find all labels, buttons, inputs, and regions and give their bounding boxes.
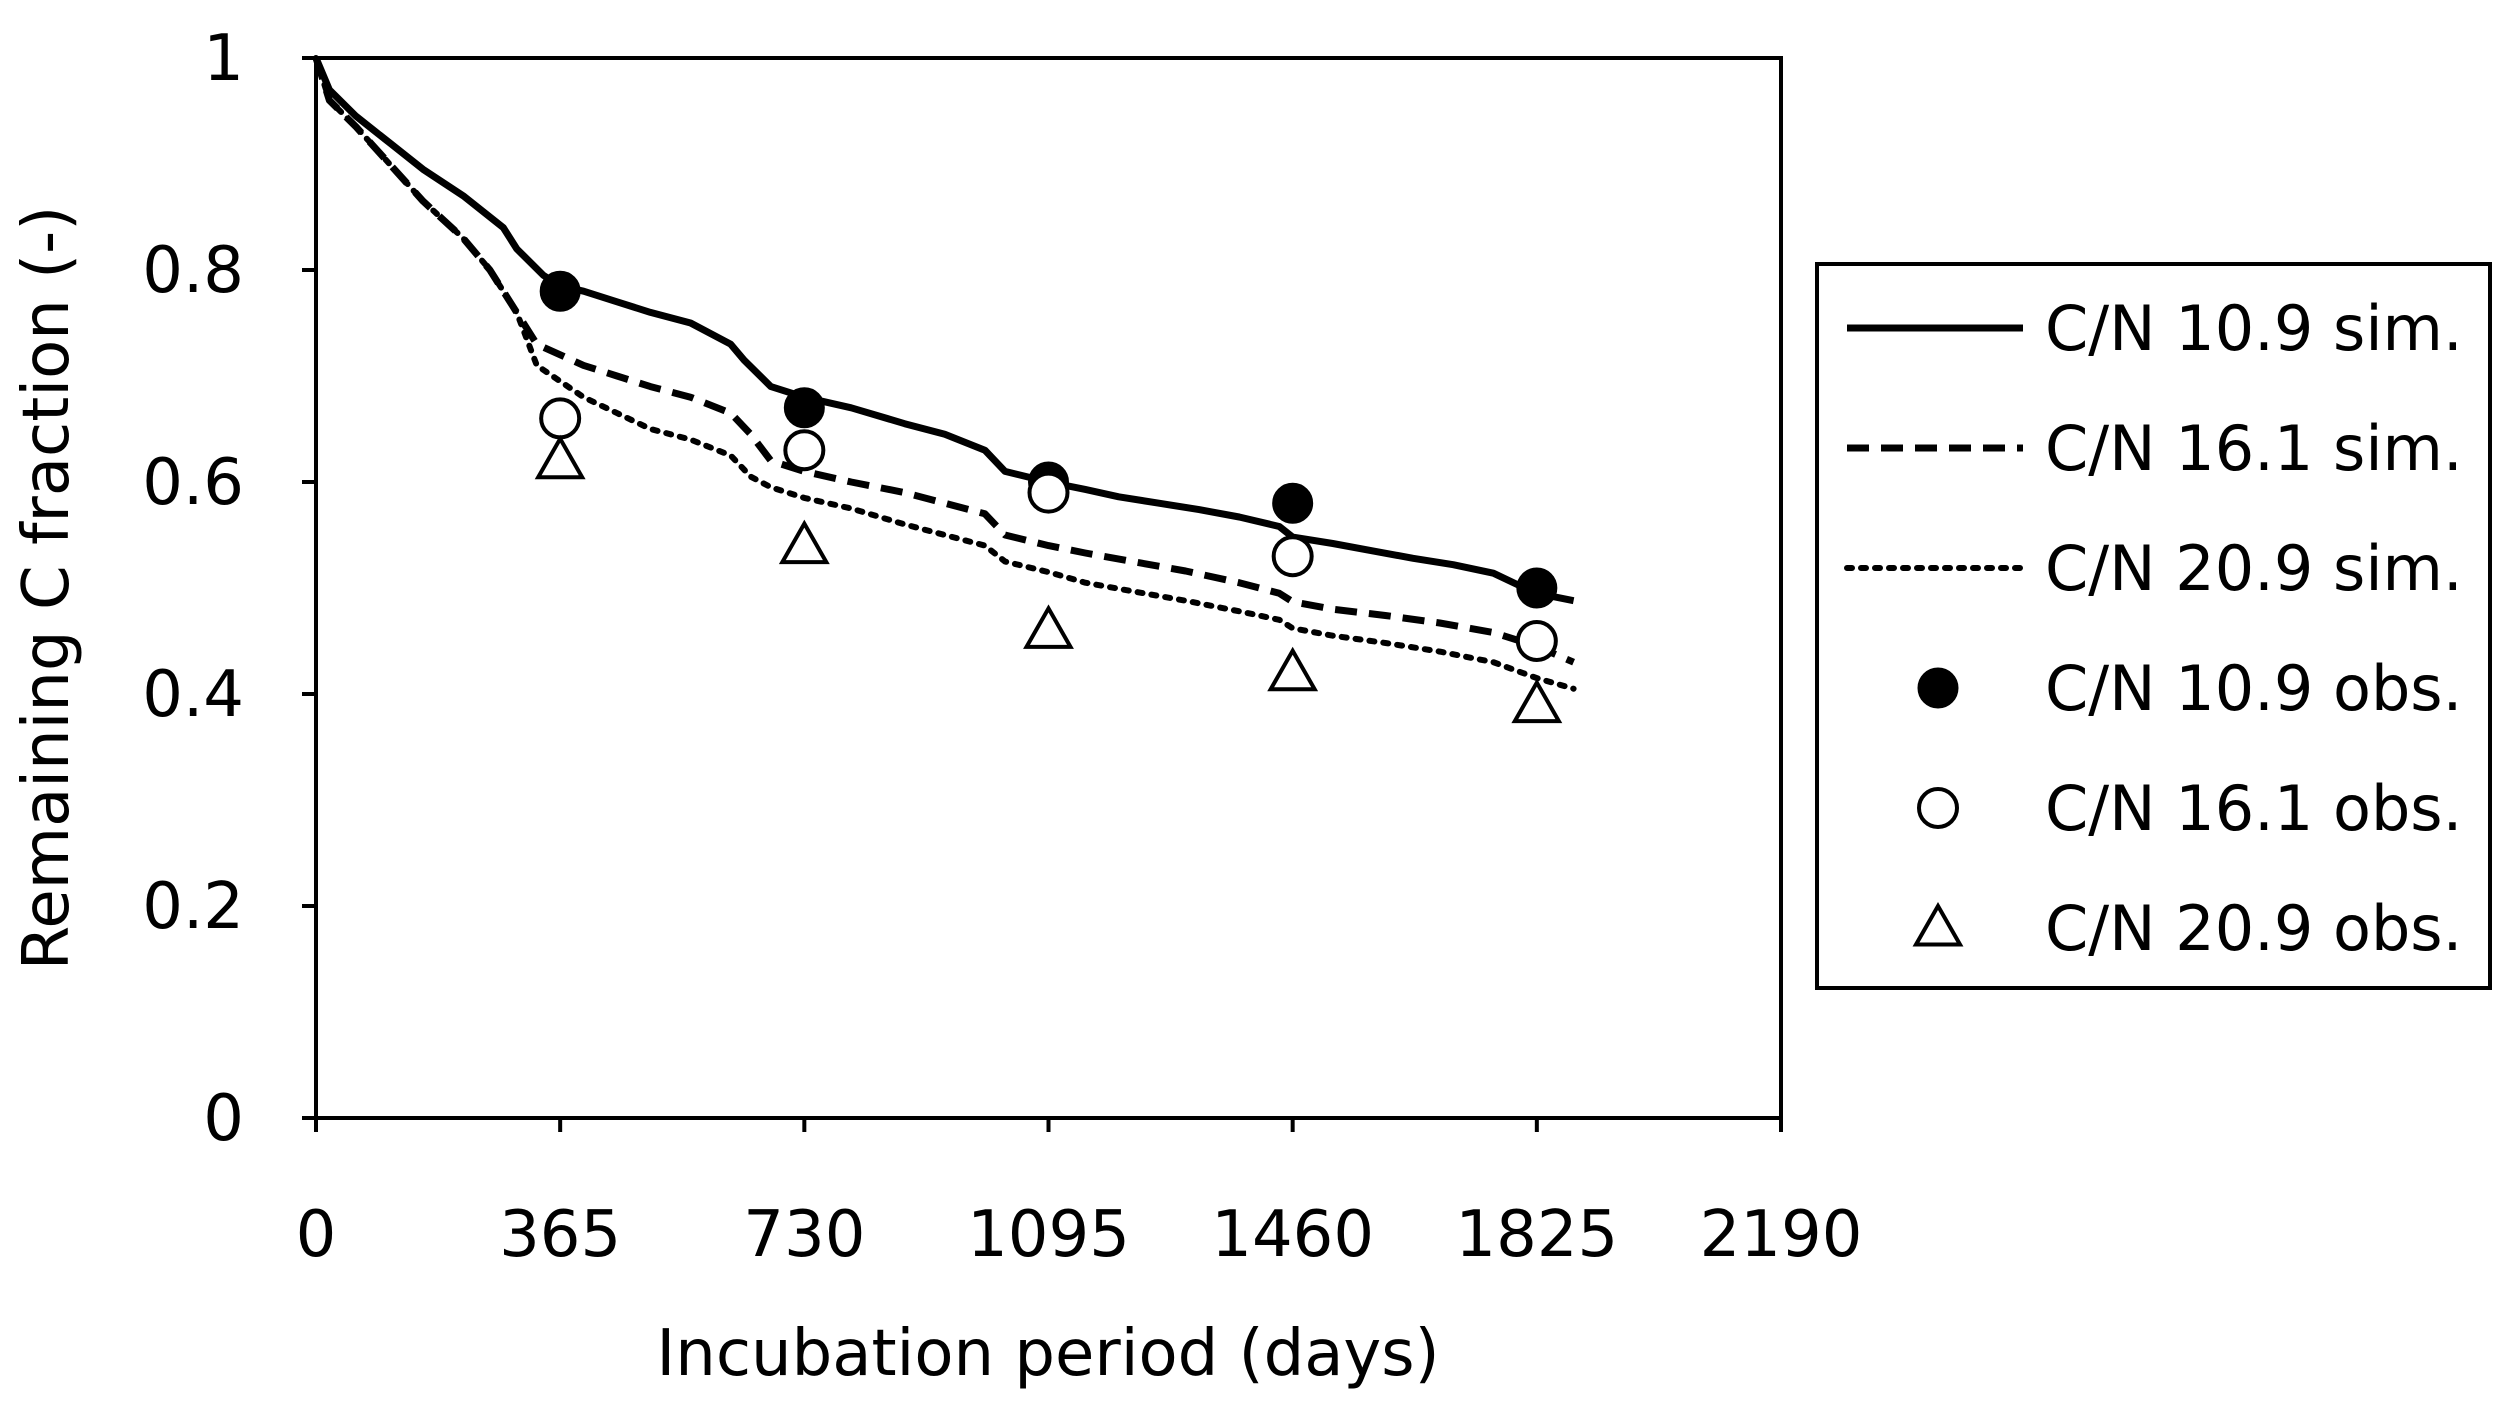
x-tick-label: 365: [499, 1198, 621, 1272]
legend-marker-filled-circle: [1917, 667, 1959, 709]
y-tick-label: 1: [203, 22, 244, 96]
data-point-filled-circle: [783, 387, 825, 429]
x-tick-label: 730: [743, 1198, 865, 1272]
data-point-open-circle: [1271, 535, 1314, 578]
y-axis-ticks: 0 0.2 0.4 0.6 0.8 1: [142, 22, 316, 1156]
data-point-filled-circle: [1516, 567, 1558, 609]
series-line-dashed: [312, 56, 1575, 666]
series-layer: [312, 55, 1577, 724]
data-point-open-triangle: [1023, 604, 1074, 649]
y-tick-label: 0: [203, 1082, 244, 1156]
y-tick-label: 0.6: [142, 446, 244, 520]
legend-label: C/N 16.1 obs.: [2045, 772, 2462, 845]
legend-marker-open-triangle: [1912, 901, 1964, 947]
data-point-open-circle: [1515, 620, 1558, 662]
legend-label: C/N 10.9 obs.: [2045, 652, 2462, 725]
legend-label: C/N 20.9 obs.: [2045, 892, 2462, 965]
y-tick-label: 0.2: [142, 870, 244, 944]
x-tick-label: 1095: [967, 1198, 1130, 1272]
legend: C/N 10.9 sim. C/N 16.1 sim. C/N 20.9 sim. C…: [1844, 292, 2463, 965]
series-line-dotted: [313, 55, 1577, 692]
x-tick-label: 1825: [1455, 1198, 1618, 1272]
data-point-open-triangle: [534, 434, 586, 480]
legend-label: C/N 16.1 sim.: [2045, 412, 2463, 485]
legend-marker-open-circle: [1917, 787, 1959, 829]
legend-label: C/N 20.9 sim.: [2045, 532, 2463, 605]
data-point-filled-circle: [539, 270, 581, 312]
series-line-solid: [312, 56, 1575, 605]
data-point-open-triangle: [1511, 678, 1563, 724]
data-point-open-triangle: [1267, 646, 1319, 692]
data-point-open-circle: [539, 397, 582, 440]
y-axis-title: Remaining C fraction (-): [10, 206, 84, 970]
y-tick-label: 0.4: [142, 658, 244, 732]
x-axis-ticks: 0 365 730 1095 1460 1825 2190: [296, 1118, 1863, 1272]
data-point-open-circle: [783, 429, 826, 472]
data-point-filled-circle: [1272, 482, 1314, 524]
x-tick-label: 0: [296, 1198, 337, 1272]
plot-area-frame: [314, 56, 1783, 1120]
data-point-open-triangle: [778, 519, 830, 565]
legend-box: [1815, 262, 2492, 990]
data-point-open-circle: [1027, 471, 1070, 514]
x-tick-label: 2190: [1700, 1198, 1863, 1272]
x-axis-title: Incubation period (days): [656, 1317, 1439, 1391]
x-tick-label: 1460: [1211, 1198, 1374, 1272]
legend-label: C/N 10.9 sim.: [2045, 292, 2463, 365]
y-tick-label: 0.8: [142, 234, 244, 308]
